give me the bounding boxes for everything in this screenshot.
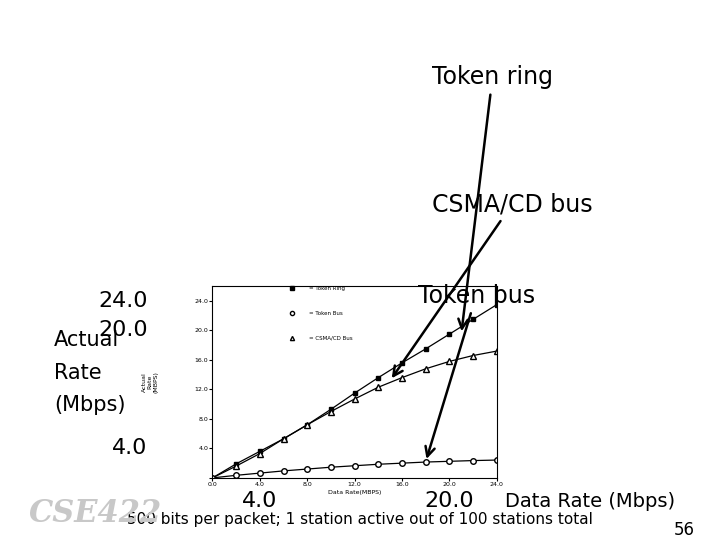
Text: = Token Bus: = Token Bus	[309, 310, 343, 315]
Text: 56: 56	[673, 521, 695, 539]
Text: 24.0: 24.0	[98, 291, 148, 311]
Text: 4.0: 4.0	[242, 491, 278, 511]
Text: Actual
Rate
(MBPS): Actual Rate (MBPS)	[142, 371, 158, 393]
Text: CSMA/CD bus: CSMA/CD bus	[393, 192, 593, 376]
Text: Actual: Actual	[54, 330, 120, 350]
Text: 500 bits per packet; 1 station active out of 100 stations total: 500 bits per packet; 1 station active ou…	[127, 512, 593, 527]
Text: 4.0: 4.0	[112, 438, 148, 458]
Text: = Token Ring: = Token Ring	[309, 286, 345, 291]
X-axis label: Data Rate(MBPS): Data Rate(MBPS)	[328, 490, 382, 495]
Text: Token ring: Token ring	[432, 65, 553, 329]
Text: = CSMA/CD Bus: = CSMA/CD Bus	[309, 335, 353, 340]
Text: Token bus: Token bus	[418, 284, 535, 456]
Text: 20.0: 20.0	[425, 491, 474, 511]
Text: Data Rate (Mbps): Data Rate (Mbps)	[505, 491, 675, 511]
Text: CSE422: CSE422	[29, 497, 162, 529]
Text: 20.0: 20.0	[98, 320, 148, 341]
Text: (Mbps): (Mbps)	[54, 395, 125, 415]
Text: Rate: Rate	[54, 362, 102, 383]
